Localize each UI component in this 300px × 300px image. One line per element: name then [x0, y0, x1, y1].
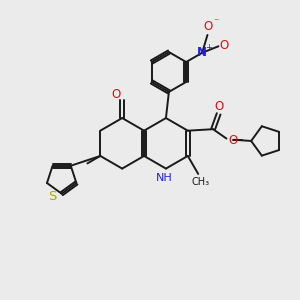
Text: O: O — [228, 134, 238, 147]
Text: CH₃: CH₃ — [191, 177, 210, 187]
Text: +: + — [205, 43, 212, 52]
Text: O: O — [214, 100, 223, 113]
Text: O: O — [111, 88, 120, 101]
Text: O: O — [219, 39, 228, 52]
Text: S: S — [48, 190, 56, 203]
Text: N: N — [197, 46, 207, 59]
Text: NH: NH — [156, 173, 173, 183]
Text: ⁻: ⁻ — [213, 17, 218, 28]
Text: O: O — [203, 20, 213, 33]
